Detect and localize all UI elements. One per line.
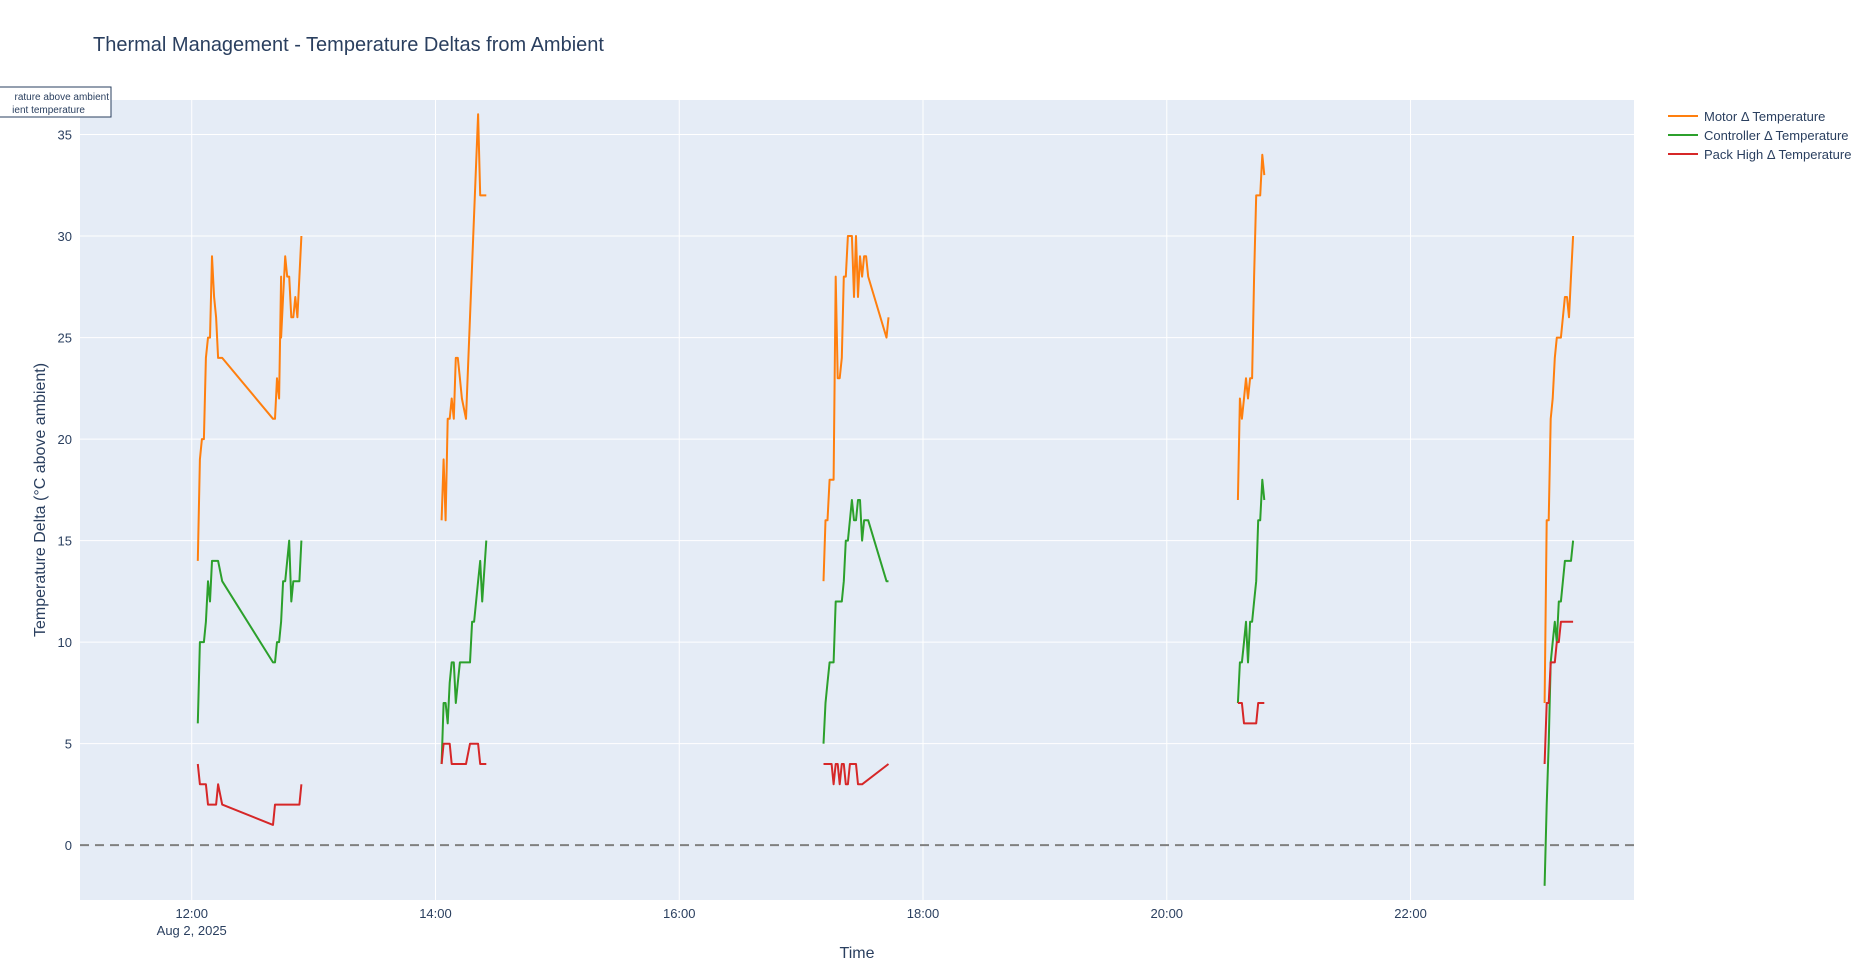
series-line-segment[interactable] [1236, 153, 1266, 501]
series-line-segment[interactable] [1236, 478, 1266, 704]
annotation-line-1: rature above ambient [14, 92, 109, 103]
series-line-segment[interactable] [822, 499, 889, 744]
y-tick-label: 5 [65, 737, 72, 752]
x-tick-label: 12:00 [175, 906, 208, 921]
x-tick-label: 20:00 [1151, 906, 1184, 921]
series-3[interactable] [196, 620, 1574, 826]
legend-item[interactable]: Motor Δ Temperature [1668, 109, 1825, 124]
series-line-segment[interactable] [196, 763, 303, 826]
legend-label: Pack High Δ Temperature [1704, 147, 1851, 162]
y-tick-label: 15 [58, 534, 72, 549]
x-tick-label: 16:00 [663, 906, 696, 921]
y-axis-title: Temperature Delta (°C above ambient) [32, 363, 49, 637]
series-2[interactable] [196, 478, 1575, 886]
y-tick-label: 25 [58, 331, 72, 346]
legend-item[interactable]: Controller Δ Temperature [1668, 128, 1849, 143]
x-axis-title: Time [840, 945, 875, 962]
y-tick-label: 35 [58, 128, 72, 143]
x-tick-label: 18:00 [907, 906, 940, 921]
y-tick-label: 30 [58, 229, 72, 244]
series-line-segment[interactable] [823, 763, 890, 786]
x-tick-labels: 12:00 Aug 2, 2025 14:00 16:00 18:00 20:00 22:0… [157, 906, 1427, 938]
series-line-segment[interactable] [822, 235, 890, 582]
legend-item[interactable]: Pack High Δ Temperature [1668, 147, 1851, 162]
legend[interactable]: Motor Δ Temperature Controller Δ Temperat… [1668, 109, 1851, 162]
x-tick-sublabel: Aug 2, 2025 [157, 923, 227, 938]
gridlines [80, 100, 1634, 900]
legend-label: Controller Δ Temperature [1704, 128, 1849, 143]
series-line-segment[interactable] [1237, 702, 1265, 725]
y-tick-label: 10 [58, 635, 72, 650]
annotation-box: rature above ambient ient temperature [0, 86, 112, 118]
series-1[interactable] [196, 113, 1575, 704]
y-tick-labels: 0 5 10 15 20 25 30 35 [58, 128, 72, 854]
series-line-segment[interactable] [440, 742, 487, 765]
series-line-segment[interactable] [1543, 235, 1575, 704]
annotation-frame [0, 86, 112, 118]
y-tick-label: 20 [58, 432, 72, 447]
series-line-segment[interactable] [196, 539, 303, 724]
chart-title: Thermal Management - Temperature Deltas … [93, 34, 604, 56]
series-lines[interactable] [196, 113, 1575, 886]
series-line-segment[interactable] [1543, 620, 1574, 765]
annotation-line-2: ient temperature [12, 105, 85, 116]
y-tick-label: 0 [65, 838, 72, 853]
series-line-segment[interactable] [440, 540, 488, 765]
legend-label: Motor Δ Temperature [1704, 109, 1825, 124]
series-line-segment[interactable] [1543, 540, 1575, 886]
x-tick-label: 22:00 [1394, 906, 1427, 921]
series-line-segment[interactable] [196, 235, 303, 561]
series-line-segment[interactable] [440, 113, 487, 522]
x-tick-label: 14:00 [419, 906, 452, 921]
